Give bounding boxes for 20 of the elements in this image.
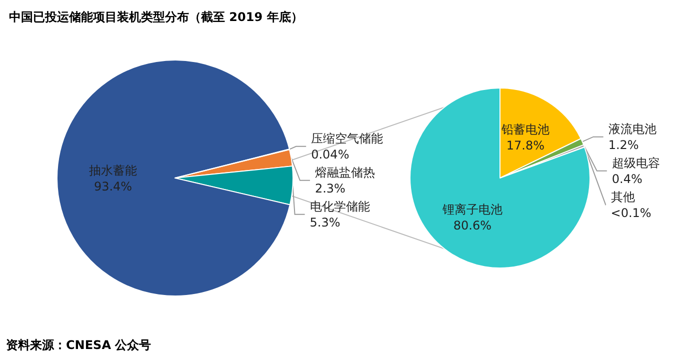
slice-label: 液流电池 <box>608 122 656 136</box>
slice-label: 锂离子电池 <box>441 202 502 216</box>
data-label: <0.1% <box>610 206 652 220</box>
data-label: 80.6% <box>453 218 492 232</box>
slice-label: 铅蓄电池 <box>500 122 550 136</box>
data-label: 17.8% <box>506 138 545 152</box>
slice-label: 电化学储能 <box>310 199 370 214</box>
data-label: 0.4% <box>612 172 642 186</box>
data-label: 1.2% <box>608 138 639 152</box>
chart-title: 中国已投运储能项目装机类型分布（截至 2019 年底） <box>9 10 303 24</box>
text: 资料来源：CNESA 公众号 <box>6 338 152 352</box>
data-label: 93.4% <box>94 180 132 194</box>
slice-label: 其他 <box>610 190 635 204</box>
slice-label: 压缩空气储能 <box>311 131 384 146</box>
slice-label: 抽水蓄能 <box>89 164 138 178</box>
data-label: 2.3% <box>314 181 346 196</box>
data-label: 5.3% <box>310 215 340 230</box>
slice-label: 熔融盐储热 <box>314 165 375 180</box>
slice-label: 超级电容 <box>612 156 660 170</box>
data-label: 0.04% <box>311 147 350 162</box>
